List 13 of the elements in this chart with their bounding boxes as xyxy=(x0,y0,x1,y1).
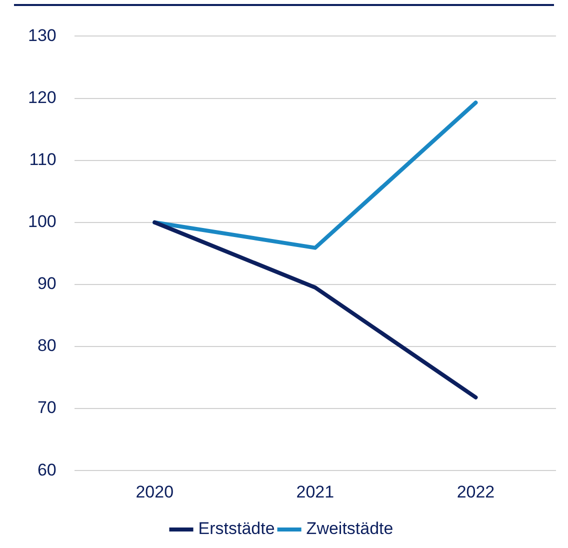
x-tick-label: 2020 xyxy=(136,482,174,502)
legend-label: Erststädte xyxy=(198,519,275,538)
y-tick-label: 90 xyxy=(37,274,56,294)
y-tick-label: 70 xyxy=(37,398,56,418)
y-tick-label: 120 xyxy=(28,88,56,107)
y-tick-label: 110 xyxy=(29,150,56,169)
y-tick-label: 100 xyxy=(28,212,56,232)
x-tick-label: 2021 xyxy=(296,482,334,502)
x-tick-label: 2022 xyxy=(456,482,495,502)
y-tick-label: 60 xyxy=(37,460,56,480)
y-tick-label: 80 xyxy=(37,336,56,356)
y-tick-label: 130 xyxy=(28,26,56,45)
legend-label: Zweitstädte xyxy=(306,519,394,538)
